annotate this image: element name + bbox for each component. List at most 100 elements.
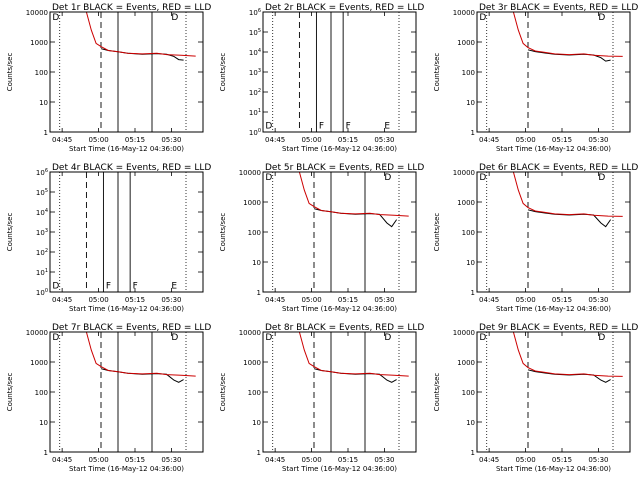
y-tick-label: 1000 [30,359,48,367]
plot-frame [476,331,631,453]
panel-title: Det 2r BLACK = Events, RED = LLD [265,3,424,13]
y-tick-label: 1 [257,289,261,297]
plot-area [486,12,623,132]
y-tick-label: 100 [462,389,475,397]
panel-title: Det 3r BLACK = Events, RED = LLD [479,3,638,13]
x-axis-title: Start Time (16-May-12 04:36:00) [496,305,611,313]
x-tick-label: 05:30 [588,136,608,144]
x-tick-label: 05:00 [88,136,108,144]
y-tick-label: 104 [36,208,48,217]
x-axis-title: Start Time (16-May-12 04:36:00) [496,465,611,473]
plot-frame [262,171,417,293]
x-axis-title: Start Time (16-May-12 04:36:00) [282,305,397,313]
flag-marker: F [346,121,351,131]
y-axis-title: Counts/sec [6,213,14,252]
x-axis-title: Start Time (16-May-12 04:36:00) [282,465,397,473]
y-tick-label: 10000 [453,329,475,337]
x-axis-title: Start Time (16-May-12 04:36:00) [69,465,184,473]
x-tick-label: 05:00 [515,456,535,464]
plot-area [486,172,623,292]
x-axis-title: Start Time (16-May-12 04:36:00) [69,145,184,153]
y-tick-label: 102 [249,88,261,97]
y-tick-label: 10000 [26,329,48,337]
y-axis-title: Counts/sec [6,373,14,412]
flag-marker: D [171,333,178,343]
lld-series-line [512,12,623,57]
x-tick-label: 05:30 [374,296,394,304]
panel-title: Det 7r BLACK = Events, RED = LLD [52,323,211,333]
y-tick-label: 10 [39,99,48,107]
y-tick-label: 1000 [457,199,475,207]
lld-series-line [298,172,409,217]
flag-marker: D [52,13,59,23]
x-tick-label: 05:15 [552,136,572,144]
x-tick-label: 05:30 [161,296,181,304]
y-tick-label: 1000 [457,39,475,47]
lld-series-line [85,332,196,377]
y-tick-label: 1 [257,449,261,457]
lld-series-line [512,172,623,217]
plot-frame [476,171,631,293]
y-axis-title: Counts/sec [219,53,227,92]
x-tick-label: 05:00 [515,296,535,304]
y-tick-label: 1 [471,449,475,457]
y-tick-label: 1000 [243,359,261,367]
x-tick-label: 05:15 [125,136,145,144]
lld-series-line [85,12,196,57]
y-tick-label: 102 [36,248,48,257]
x-axis-title: Start Time (16-May-12 04:36:00) [496,145,611,153]
y-tick-label: 101 [249,108,261,117]
x-tick-label: 04:45 [52,456,72,464]
y-axis-title: Counts/sec [433,373,441,412]
y-tick-label: 10000 [26,9,48,17]
y-tick-label: 10 [466,99,475,107]
y-tick-label: 100 [248,389,261,397]
y-axis-title: Counts/sec [433,213,441,252]
x-tick-label: 05:00 [301,456,321,464]
y-tick-label: 10 [466,419,475,427]
x-tick-label: 05:00 [88,296,108,304]
plot-frame [49,331,204,453]
plot-area [272,12,400,132]
y-tick-label: 1 [471,129,475,137]
flag-marker: D [598,173,605,183]
x-tick-label: 05:00 [301,136,321,144]
panel-title: Det 1r BLACK = Events, RED = LLD [52,3,211,13]
x-tick-label: 04:45 [52,296,72,304]
lld-series-line [298,332,409,377]
y-tick-label: 10000 [239,329,261,337]
y-axis-title: Counts/sec [219,213,227,252]
plot-frame [49,11,204,133]
plot-area [59,332,196,452]
plot-area [272,172,409,292]
y-tick-label: 101 [36,268,48,277]
x-tick-label: 05:00 [515,136,535,144]
y-tick-label: 1000 [243,199,261,207]
x-tick-label: 05:30 [374,456,394,464]
x-tick-label: 05:15 [552,456,572,464]
y-axis-title: Counts/sec [433,53,441,92]
flag-marker: D [598,13,605,23]
y-tick-label: 100 [462,229,475,237]
flag-marker: D [384,333,391,343]
x-tick-label: 05:30 [588,296,608,304]
flag-marker: D [479,333,486,343]
x-tick-label: 04:45 [265,136,285,144]
panel-title: Det 8r BLACK = Events, RED = LLD [265,323,424,333]
y-tick-label: 10 [252,419,261,427]
panel-title: Det 9r BLACK = Events, RED = LLD [479,323,638,333]
y-axis-title: Counts/sec [6,53,14,92]
plot-area [486,332,623,452]
flag-marker: F [106,281,111,291]
y-tick-label: 106 [249,8,261,17]
panel-title: Det 4r BLACK = Events, RED = LLD [52,163,211,173]
y-tick-label: 1000 [457,359,475,367]
flag-marker: D [598,333,605,343]
y-tick-label: 103 [249,68,261,77]
